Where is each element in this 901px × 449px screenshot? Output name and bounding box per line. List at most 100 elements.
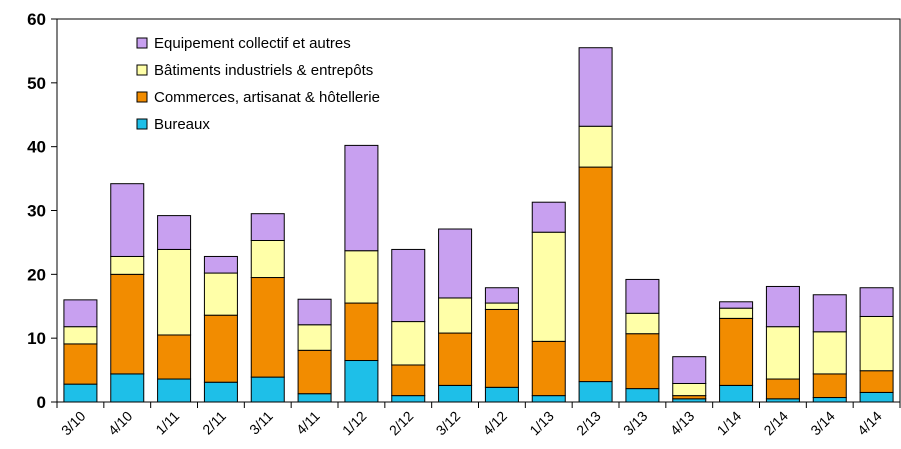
y-tick-label: 50 — [27, 74, 46, 93]
x-tick-label: 2/11 — [199, 408, 229, 438]
bar-segment-4 — [157, 215, 192, 250]
bar-segment-2 — [250, 277, 285, 378]
bar-segment-3 — [484, 302, 519, 310]
bar-segment-4 — [391, 248, 426, 323]
bar-segment-2 — [484, 308, 519, 388]
legend-swatch — [136, 118, 148, 130]
bar-segment-4 — [625, 278, 660, 314]
bar-segment-2 — [765, 378, 800, 400]
bar-segment-4 — [250, 213, 285, 242]
y-tick-label: 30 — [27, 202, 46, 221]
y-tick-label: 20 — [27, 265, 46, 284]
bar-segment-3 — [63, 326, 98, 345]
legend-swatch — [136, 91, 148, 103]
bar-segment-1 — [438, 384, 473, 403]
bar-segment-3 — [344, 250, 379, 304]
bar-segment-3 — [157, 248, 192, 336]
bar-segment-2 — [531, 340, 566, 397]
bar-segment-4 — [110, 183, 145, 257]
x-tick-label: 4/11 — [293, 408, 323, 438]
bar-segment-3 — [859, 315, 894, 372]
bar-segment-1 — [63, 383, 98, 403]
legend-swatch — [136, 64, 148, 76]
bar-segment-3 — [438, 297, 473, 334]
bar-segment-1 — [203, 381, 238, 403]
legend-label: Bureaux — [154, 116, 210, 133]
x-tick-label: 3/10 — [58, 408, 89, 439]
bar-segment-3 — [812, 331, 847, 375]
bar-segment-2 — [438, 332, 473, 386]
bar-segment-1 — [344, 360, 379, 403]
bar-segment-3 — [672, 382, 707, 397]
bar-segment-1 — [250, 376, 285, 403]
bar-segment-4 — [63, 299, 98, 328]
bar-segment-3 — [110, 255, 145, 275]
bar-segment-1 — [578, 381, 613, 403]
bar-segment-4 — [765, 285, 800, 328]
bar-segment-4 — [672, 356, 707, 384]
bar-segment-2 — [344, 302, 379, 362]
bar-segment-2 — [625, 333, 660, 390]
bar-segment-1 — [625, 388, 660, 403]
bar-segment-1 — [484, 386, 519, 403]
y-tick-label: 0 — [37, 393, 46, 412]
legend: Equipement collectif et autres Bâtiments … — [136, 35, 380, 133]
bar-segment-4 — [719, 301, 754, 309]
bar-segment-1 — [110, 373, 145, 403]
bar-segment-3 — [578, 125, 613, 168]
x-tick-label: 3/11 — [246, 408, 276, 438]
x-axis: 3/10 4/10 1/11 2/11 3/11 4/11 1/12 2/12 3/12 4/12… — [56, 402, 901, 439]
bar-segment-3 — [203, 272, 238, 316]
x-tick-label: 4/13 — [667, 408, 698, 439]
bar-segment-1 — [859, 391, 894, 403]
bar-segment-1 — [812, 397, 847, 403]
legend-swatch — [136, 37, 148, 49]
bar-segment-3 — [625, 312, 660, 335]
x-tick-label: 2/12 — [386, 408, 417, 439]
bar-segment-4 — [484, 287, 519, 304]
y-tick-label: 60 — [27, 10, 46, 29]
bar-segment-1 — [719, 384, 754, 403]
bar-segment-3 — [250, 240, 285, 279]
x-tick-label: 3/14 — [807, 408, 838, 439]
bar-segment-2 — [110, 273, 145, 375]
x-tick-label: 1/14 — [714, 408, 745, 439]
y-tick-label: 10 — [27, 329, 46, 348]
bar-segment-4 — [344, 144, 379, 252]
bar-segment-2 — [63, 343, 98, 385]
x-tick-label: 3/12 — [433, 408, 464, 439]
bar-segment-2 — [578, 166, 613, 383]
x-tick-label: 4/12 — [479, 408, 510, 439]
y-tick-label: 40 — [27, 138, 46, 157]
x-tick-label: 1/13 — [526, 408, 557, 439]
x-tick-label: 2/13 — [573, 408, 604, 439]
legend-label: Equipement collectif et autres — [154, 35, 351, 52]
bar-segment-2 — [391, 364, 426, 397]
bar-segment-3 — [531, 231, 566, 342]
bar-segment-2 — [157, 334, 192, 380]
legend-label: Bâtiments industriels & entrepôts — [154, 62, 373, 79]
x-tick-label: 2/14 — [760, 408, 791, 439]
bar-segment-3 — [297, 324, 332, 351]
bar-segment-2 — [203, 314, 238, 383]
bar-segment-3 — [719, 307, 754, 319]
bar-segment-1 — [531, 395, 566, 403]
legend-label: Commerces, artisanat & hôtellerie — [154, 89, 380, 106]
bar-segment-3 — [765, 326, 800, 380]
bar-segment-4 — [812, 294, 847, 333]
x-tick-label: 1/12 — [339, 408, 370, 439]
bar-segment-2 — [297, 349, 332, 395]
bar-segment-3 — [391, 321, 426, 366]
x-tick-label: 4/10 — [105, 408, 136, 439]
x-tick-label: 1/11 — [152, 408, 182, 438]
bar-segment-1 — [297, 393, 332, 403]
bar-segment-2 — [812, 373, 847, 399]
bar-segment-4 — [859, 287, 894, 317]
bar-segment-4 — [531, 201, 566, 233]
bars — [63, 47, 894, 403]
bar-segment-4 — [578, 47, 613, 127]
x-tick-label: 3/13 — [620, 408, 651, 439]
bar-segment-4 — [438, 228, 473, 299]
bar-segment-2 — [719, 317, 754, 386]
